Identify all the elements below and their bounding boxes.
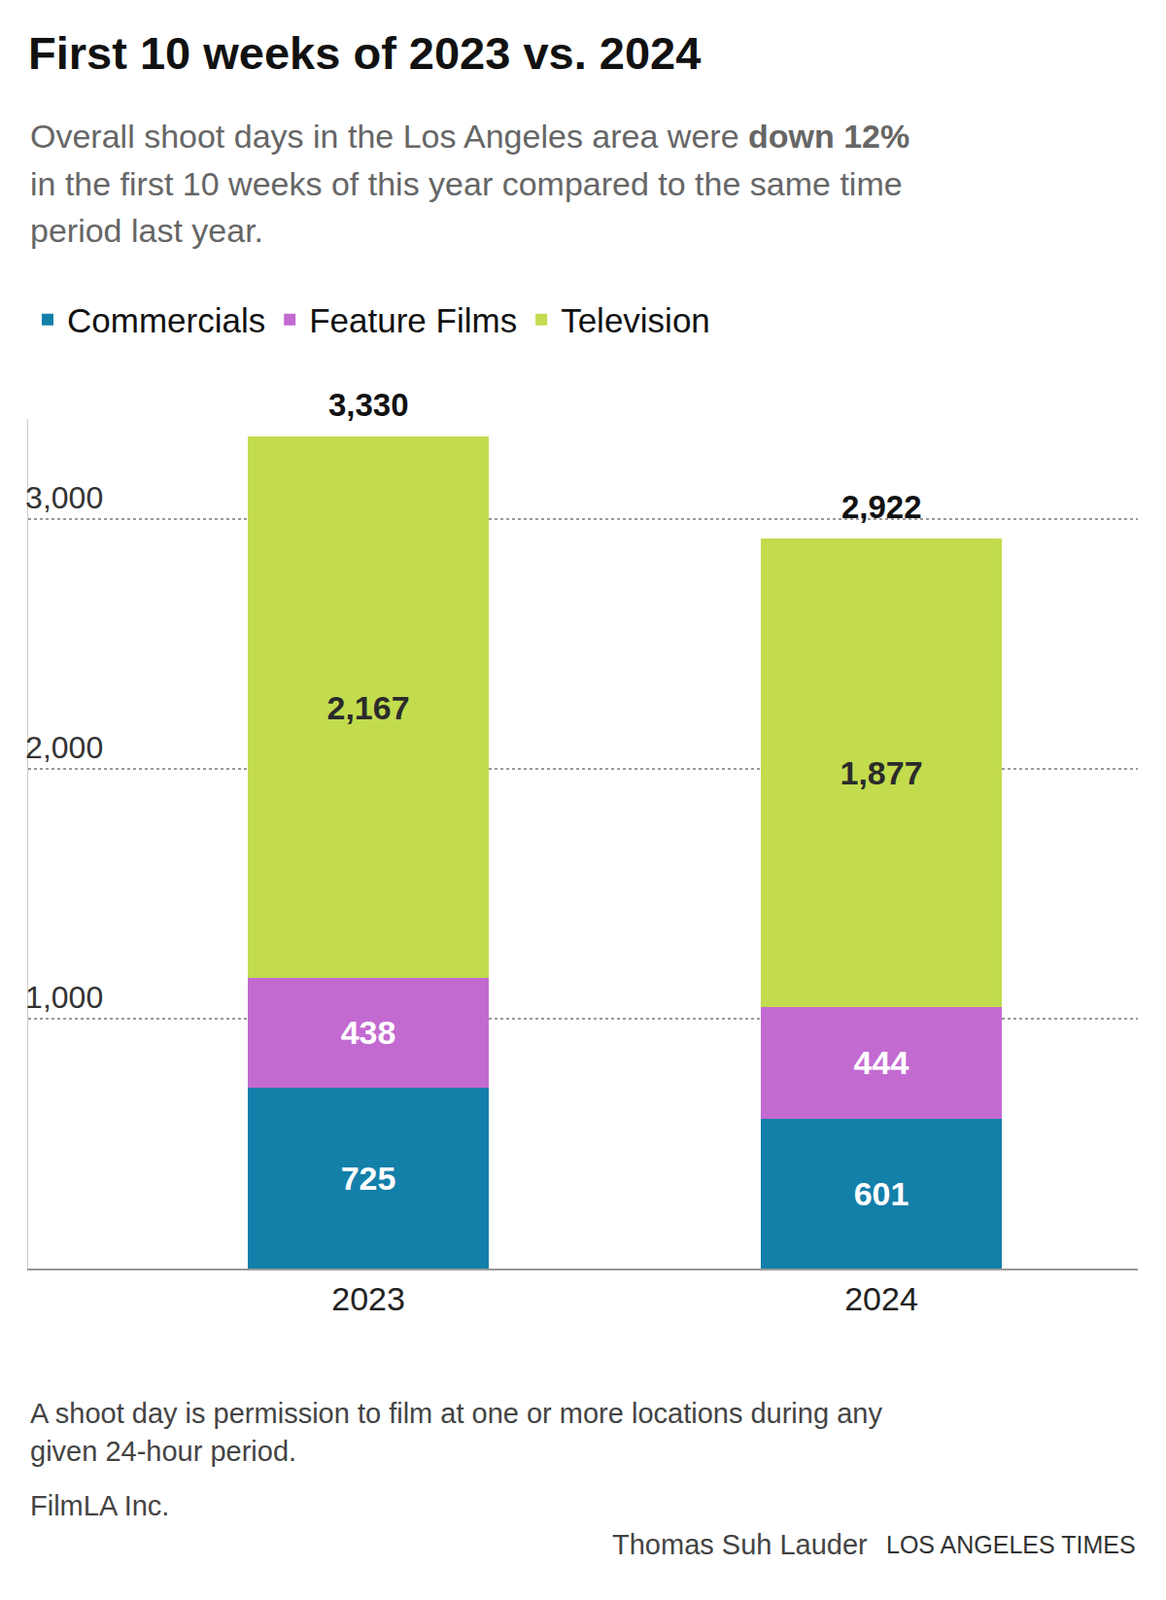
- svg-text:Feature Films: Feature Films: [308, 301, 517, 340]
- svg-text:2,167: 2,167: [327, 688, 411, 726]
- svg-text:601: 601: [854, 1174, 910, 1212]
- svg-text:period last year.: period last year.: [30, 211, 264, 249]
- svg-text:438: 438: [341, 1013, 397, 1051]
- svg-text:2,000: 2,000: [25, 729, 103, 765]
- svg-text:1,000: 1,000: [25, 979, 103, 1015]
- svg-text:725: 725: [341, 1159, 397, 1197]
- svg-text:3,330: 3,330: [328, 386, 410, 423]
- svg-text:Commercials: Commercials: [67, 301, 266, 340]
- svg-text:2,922: 2,922: [841, 488, 923, 525]
- svg-text:in the first 10 weeks of this: in the first 10 weeks of this year compa…: [30, 165, 903, 203]
- svg-text:Television: Television: [560, 301, 711, 340]
- svg-text:FilmLA Inc.: FilmLA Inc.: [30, 1489, 170, 1521]
- svg-text:Thomas Suh Lauder: Thomas Suh Lauder: [612, 1528, 868, 1560]
- svg-text:3,000: 3,000: [25, 480, 103, 515]
- svg-text:2023: 2023: [331, 1279, 406, 1317]
- svg-text:1,877: 1,877: [839, 754, 923, 791]
- svg-text:given 24-hour period.: given 24-hour period.: [30, 1435, 297, 1467]
- svg-text:First 10 weeks of 2023 vs. 202: First 10 weeks of 2023 vs. 2024: [28, 27, 701, 79]
- svg-text:444: 444: [854, 1043, 910, 1081]
- svg-text:Overall shoot days in the Los: Overall shoot days in the Los Angeles ar…: [30, 117, 910, 155]
- svg-text:2024: 2024: [844, 1279, 919, 1317]
- svg-text:LOS ANGELES TIMES: LOS ANGELES TIMES: [886, 1530, 1136, 1558]
- svg-text:A shoot day is permission to f: A shoot day is permission to film at one…: [30, 1397, 883, 1429]
